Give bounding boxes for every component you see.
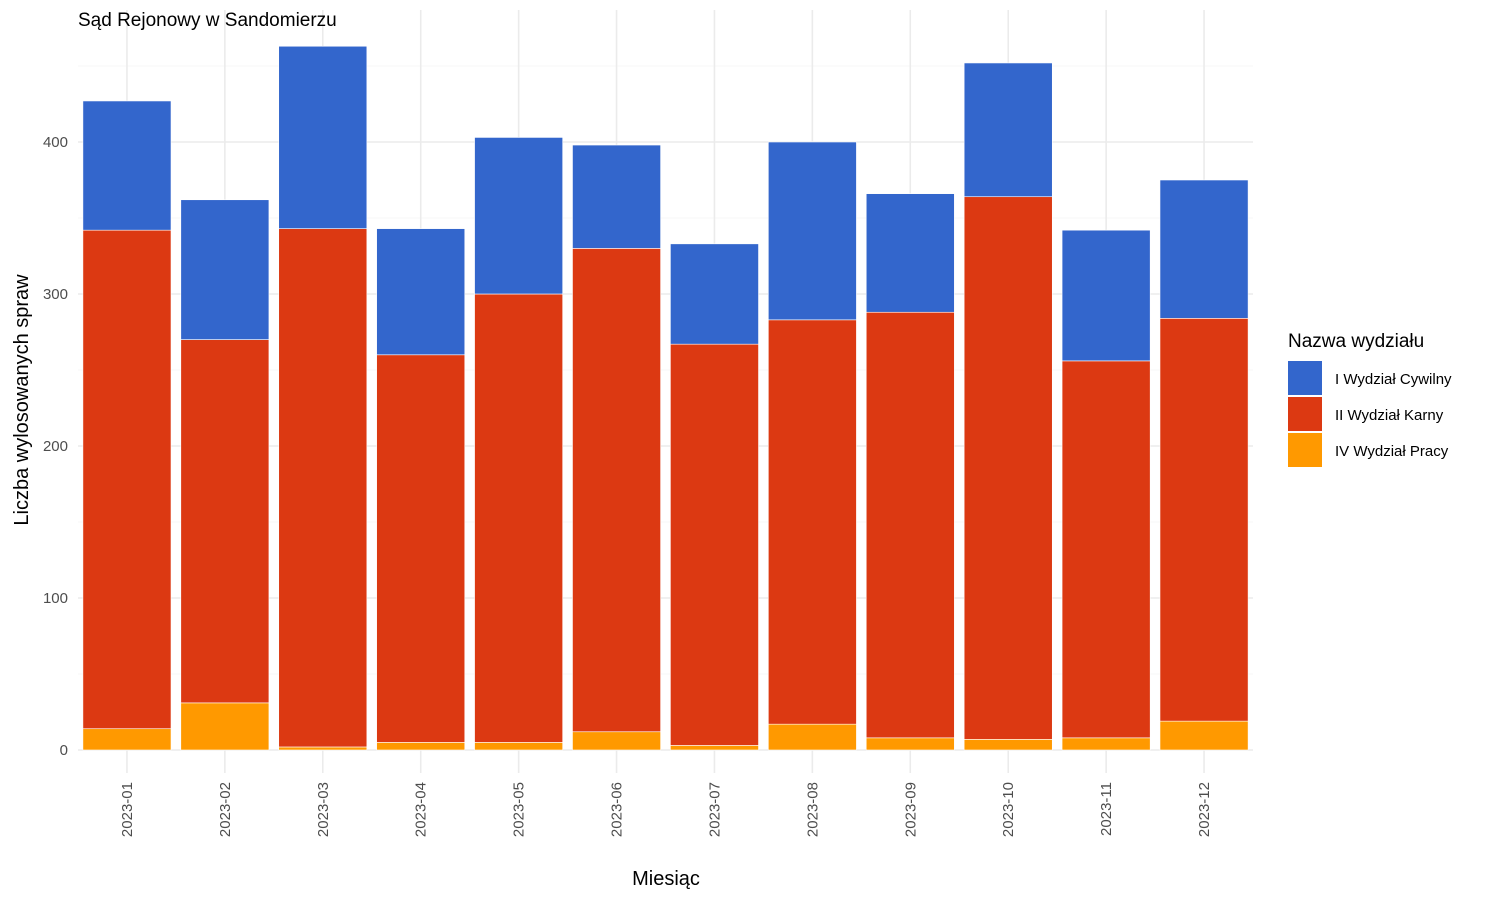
bar-segment (180, 199, 270, 340)
y-tick-label: 100 (43, 590, 68, 607)
y-tick-label: 200 (43, 438, 68, 455)
legend: Nazwa wydziału I Wydział Cywilny II Wydzi… (1288, 331, 1452, 467)
bar-segment (180, 339, 270, 704)
bar-segment (474, 293, 563, 743)
bar-segment (865, 193, 955, 313)
x-axis-ticks: 2023-01 2023-02 2023-03 2023-04 2023-05 2023-… (119, 782, 1213, 837)
bar-segment (278, 228, 368, 748)
bar-segment (278, 746, 368, 751)
bar-segment (376, 228, 466, 356)
legend-swatch (1288, 361, 1322, 395)
x-tick-label: 2023-02 (217, 782, 234, 837)
x-tick-label: 2023-04 (413, 782, 430, 837)
bar-segment (572, 731, 661, 751)
x-axis-title: Miesiąc (632, 868, 700, 890)
bar-segment (376, 742, 466, 751)
legend-items: I Wydział Cywilny II Wydział Karny IV Wydz… (1288, 361, 1452, 467)
x-tick-label: 2023-05 (511, 782, 528, 837)
bar-segment (1159, 720, 1249, 751)
bar-segment (278, 45, 368, 229)
x-tick-label: 2023-11 (1098, 782, 1115, 836)
bar-segment (180, 702, 270, 751)
bar-segment (670, 745, 759, 751)
bar-segment (768, 723, 857, 751)
bar-segment (474, 742, 563, 751)
x-tick-label: 2023-10 (1000, 782, 1017, 837)
bar-segment (670, 243, 759, 345)
x-tick-label: 2023-06 (609, 782, 626, 837)
y-axis-title: Liczba wylosowanych spraw (11, 274, 33, 526)
bar-segment (82, 100, 172, 231)
legend-title: Nazwa wydziału (1288, 331, 1424, 352)
bars-layer (82, 45, 1249, 751)
legend-label: II Wydział Karny (1335, 407, 1444, 424)
y-tick-label: 400 (43, 134, 68, 151)
chart-title: Sąd Rejonowy w Sandomierzu (78, 10, 337, 31)
bar-segment (1061, 360, 1151, 739)
bar-segment (1061, 229, 1151, 362)
bar-segment (572, 144, 661, 249)
bar-segment (963, 62, 1053, 198)
bar-segment (963, 196, 1053, 740)
bar-segment (474, 137, 563, 295)
bar-segment (82, 229, 172, 730)
bar-segment (865, 311, 955, 739)
legend-swatch (1288, 397, 1322, 431)
y-tick-label: 300 (43, 286, 68, 303)
x-tick-label: 2023-01 (119, 782, 136, 837)
x-tick-label: 2023-09 (902, 782, 919, 837)
x-tick-label: 2023-03 (315, 782, 332, 837)
bar-segment (963, 739, 1053, 751)
bar-segment (82, 728, 172, 751)
x-tick-label: 2023-08 (804, 782, 821, 837)
bar-segment (1159, 318, 1249, 722)
bar-segment (1159, 179, 1249, 319)
bar-segment (572, 248, 661, 733)
bar-segment (768, 141, 857, 321)
bar-segment (1061, 737, 1151, 751)
x-tick-label: 2023-07 (706, 782, 723, 837)
legend-swatch (1288, 433, 1322, 467)
bar-segment (376, 354, 466, 743)
bar-segment (670, 343, 759, 746)
x-tick-label: 2023-12 (1196, 782, 1213, 837)
legend-label: I Wydział Cywilny (1335, 371, 1452, 388)
y-axis-ticks: 0 100 200 300 400 (43, 134, 68, 759)
y-tick-label: 0 (60, 742, 68, 759)
bar-segment (768, 319, 857, 725)
legend-label: IV Wydział Pracy (1335, 443, 1449, 460)
bar-segment (865, 737, 955, 751)
